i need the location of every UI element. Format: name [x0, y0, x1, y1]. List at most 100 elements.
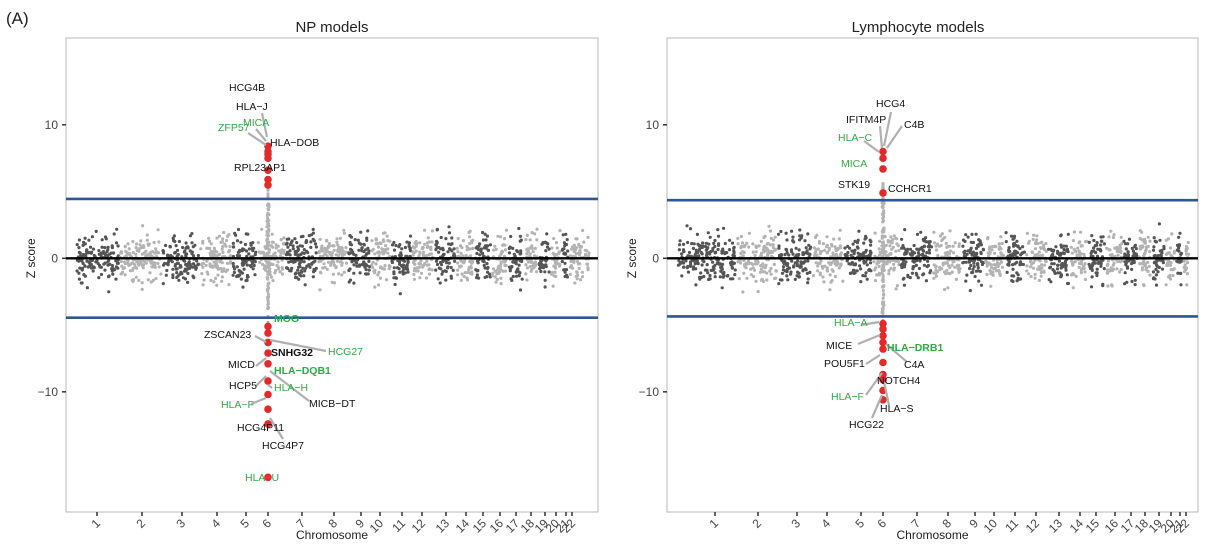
background-point: [702, 274, 706, 279]
background-point: [1165, 263, 1169, 268]
background-point: [1153, 239, 1157, 243]
highlighted-point: [879, 189, 887, 197]
background-point: [376, 245, 381, 249]
background-point: [828, 273, 832, 277]
background-point: [762, 245, 766, 249]
background-point: [392, 266, 396, 270]
background-point: [496, 234, 500, 238]
background-point: [435, 227, 439, 231]
background-point: [422, 250, 426, 254]
background-point: [426, 244, 430, 248]
background-point: [171, 275, 175, 280]
background-point: [515, 268, 519, 272]
background-point: [562, 268, 566, 272]
background-point: [419, 271, 424, 275]
background-point: [466, 270, 470, 275]
background-point: [231, 262, 235, 266]
x-tick-label: 5: [852, 516, 867, 531]
background-point: [518, 288, 523, 292]
background-point: [485, 275, 489, 279]
background-point: [478, 253, 482, 257]
background-point: [816, 264, 820, 268]
background-point: [1183, 263, 1187, 267]
background-point: [1077, 249, 1081, 253]
background-point: [486, 244, 490, 248]
background-point: [237, 268, 241, 273]
gene-label: HLA−F: [831, 391, 864, 403]
background-point: [413, 241, 417, 245]
background-point: [713, 244, 717, 249]
background-point: [1069, 259, 1074, 263]
background-point: [238, 248, 242, 252]
background-point: [833, 253, 837, 257]
background-point: [785, 238, 789, 242]
background-point: [382, 239, 386, 243]
background-point: [519, 238, 523, 242]
background-point: [492, 248, 496, 252]
background-point: [716, 243, 721, 247]
background-point: [177, 239, 181, 244]
background-point: [760, 277, 764, 281]
background-point: [718, 275, 722, 279]
background-point: [357, 248, 361, 252]
background-point: [288, 243, 292, 247]
highlighted-point: [264, 322, 272, 331]
background-point: [1048, 265, 1052, 269]
background-point: [1169, 253, 1173, 258]
background-point: [175, 271, 179, 275]
background-point: [329, 261, 333, 265]
x-tick-label: 10: [981, 516, 1001, 536]
background-point: [1115, 245, 1119, 250]
background-point: [749, 267, 753, 271]
background-point: [792, 264, 796, 268]
gene-label: ZFP57: [218, 122, 250, 134]
gene-label: HLA−DRB1: [887, 342, 943, 354]
background-point: [530, 246, 534, 250]
background-point: [977, 279, 981, 283]
background-point: [918, 259, 922, 263]
background-point: [265, 276, 269, 280]
background-point: [924, 254, 928, 258]
background-point: [434, 268, 438, 272]
background-point: [384, 244, 388, 248]
background-point: [1083, 262, 1087, 266]
background-point: [77, 246, 81, 250]
background-point: [873, 231, 877, 235]
background-point: [1098, 247, 1102, 251]
background-point: [1157, 222, 1161, 226]
background-point: [75, 243, 79, 247]
background-point: [434, 248, 438, 252]
background-point: [509, 234, 513, 239]
background-point: [682, 242, 686, 246]
background-point: [586, 235, 590, 239]
background-point: [360, 263, 364, 267]
background-point: [220, 247, 224, 251]
background-point: [704, 241, 708, 245]
background-point: [1025, 269, 1029, 273]
background-point: [401, 263, 405, 267]
background-point: [1055, 267, 1060, 271]
background-point: [767, 224, 771, 228]
background-point: [761, 270, 765, 274]
background-point: [968, 266, 972, 271]
background-point: [721, 275, 725, 279]
background-point: [1015, 239, 1019, 243]
background-point: [235, 253, 239, 258]
background-point: [186, 280, 190, 284]
background-point: [357, 264, 361, 268]
background-point: [853, 271, 857, 275]
background-point: [687, 250, 692, 255]
background-point: [221, 269, 225, 273]
background-point: [437, 250, 441, 254]
background-point: [1185, 261, 1190, 265]
background-point: [127, 247, 131, 251]
background-point: [425, 253, 429, 257]
background-point: [327, 242, 331, 246]
background-point: [236, 274, 240, 278]
background-point: [459, 251, 463, 255]
background-point: [1155, 263, 1159, 267]
background-point: [110, 244, 114, 248]
background-point: [126, 242, 130, 246]
background-point: [201, 265, 205, 269]
background-point: [278, 270, 282, 274]
